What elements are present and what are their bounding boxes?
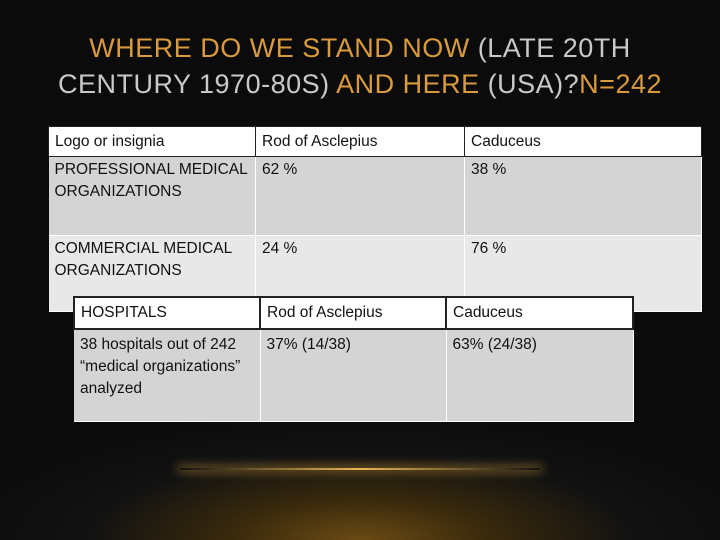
- table-cell: PROFESSIONAL MEDICAL ORGANIZATIONS: [48, 156, 256, 236]
- title-segment: AND HERE: [336, 69, 488, 99]
- table-row: PROFESSIONAL MEDICAL ORGANIZATIONS 62 % …: [48, 156, 702, 236]
- table-header-row: HOSPITALS Rod of Asclepius Caduceus: [73, 296, 634, 330]
- title-segment: N=242: [579, 69, 662, 99]
- header-cell: Rod of Asclepius: [255, 126, 465, 157]
- table-row: 38 hospitals out of 242 “medical organiz…: [74, 329, 634, 422]
- title-segment: (USA)?: [487, 69, 580, 99]
- hospitals-table: HOSPITALS Rod of Asclepius Caduceus 38 h…: [73, 296, 634, 422]
- table-cell: 37% (14/38): [260, 329, 447, 422]
- table-cell: 38 %: [464, 156, 702, 236]
- title-segment: (LATE 20TH: [477, 33, 631, 63]
- header-cell: Rod of Asclepius: [259, 296, 447, 330]
- header-cell: HOSPITALS: [73, 296, 261, 330]
- table-header-row: Logo or insignia Rod of Asclepius Caduce…: [48, 126, 702, 157]
- header-cell: Caduceus: [464, 126, 702, 157]
- organizations-table: Logo or insignia Rod of Asclepius Caduce…: [48, 126, 702, 312]
- slide-title: WHERE DO WE STAND NOW (LATE 20TH CENTURY…: [20, 30, 700, 102]
- table-cell: 38 hospitals out of 242 “medical organiz…: [74, 329, 261, 422]
- header-cell: Logo or insignia: [48, 126, 256, 157]
- header-cell: Caduceus: [445, 296, 634, 330]
- table-cell: 63% (24/38): [446, 329, 634, 422]
- title-segment: CENTURY 1970-80S): [57, 69, 337, 99]
- table-cell: 62 %: [255, 156, 465, 236]
- bottom-glow-line: [180, 468, 540, 470]
- title-segment: WHERE DO WE STAND NOW: [89, 33, 478, 63]
